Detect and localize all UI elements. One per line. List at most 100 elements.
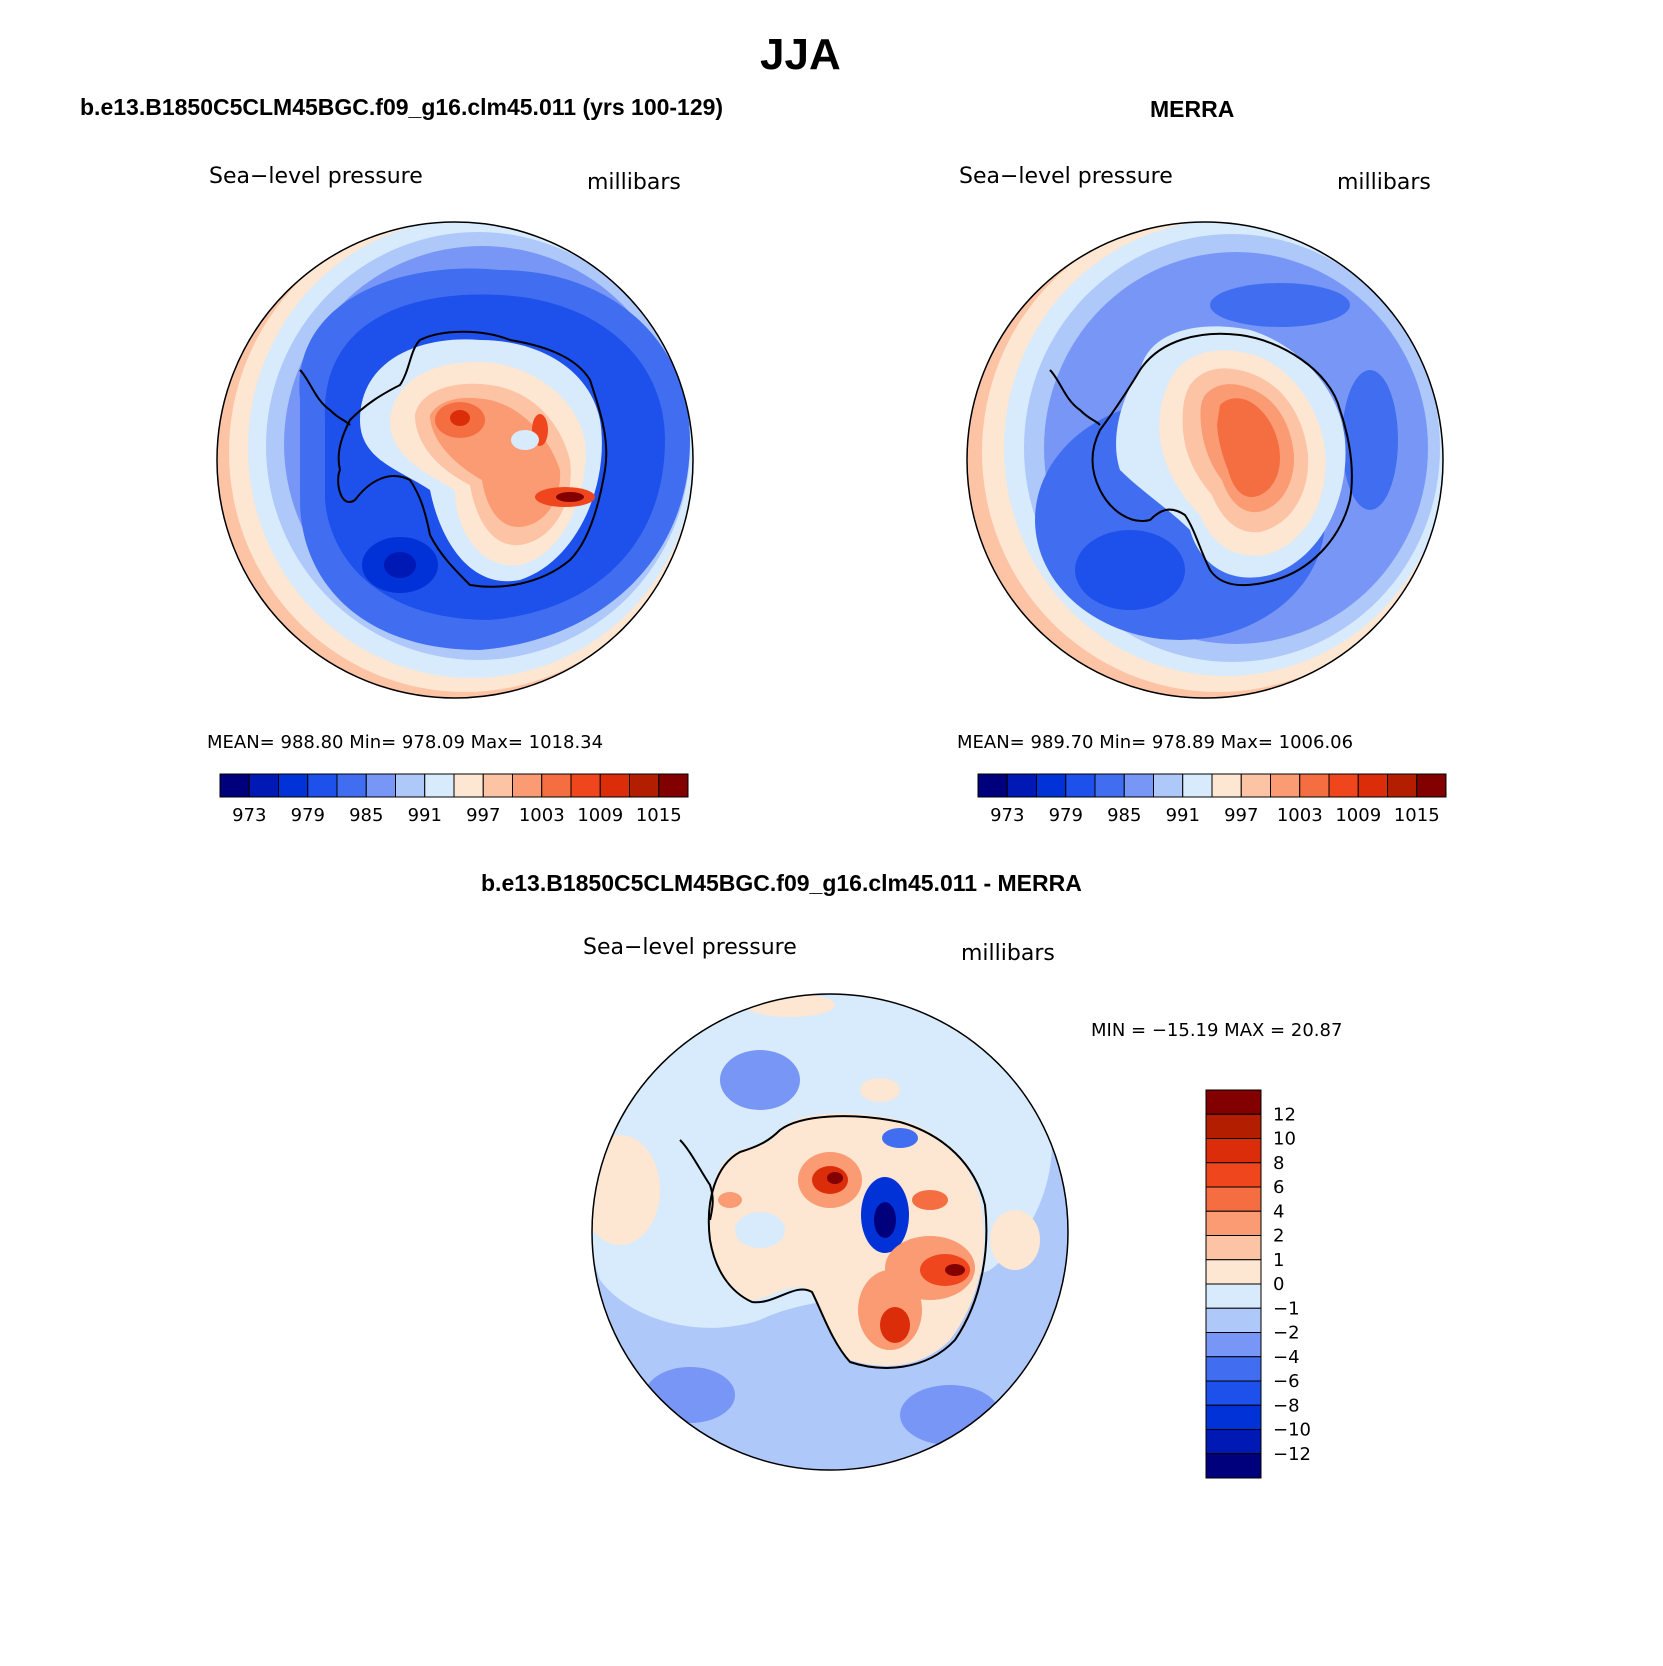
colorbar-swatch-merra: [1006, 773, 1037, 798]
colorbar-tick-label: 2: [1273, 1226, 1284, 1247]
colorbar-tick-label: 4: [1273, 1201, 1284, 1222]
units-label-model: millibars: [587, 170, 681, 195]
colorbar-tick-label: 1003: [519, 805, 565, 826]
colorbar-swatch-merra: [977, 773, 1008, 798]
units-label-merra: millibars: [1337, 170, 1431, 195]
variable-label-model: Sea−level pressure: [209, 164, 423, 189]
colorbar-tick-label: 0: [1273, 1274, 1284, 1295]
colorbar-swatch-diff: [1205, 1162, 1262, 1188]
colorbar-swatch-diff: [1205, 1453, 1262, 1479]
colorbar-tick-label: 1009: [577, 805, 623, 826]
colorbar-swatch-model: [658, 773, 689, 798]
colorbar-tick-label: 985: [349, 805, 383, 826]
colorbar-tick-label: 1015: [1394, 805, 1440, 826]
colorbar-swatch-model: [570, 773, 601, 798]
colorbar-swatch-merra: [1036, 773, 1067, 798]
colorbar-tick-label: −4: [1273, 1347, 1300, 1368]
stats-diff: MIN = −15.19 MAX = 20.87: [1091, 1020, 1343, 1041]
colorbar-swatch-diff: [1205, 1356, 1262, 1382]
units-label-diff: millibars: [961, 941, 1055, 966]
colorbar-tick-label: 979: [1049, 805, 1083, 826]
colorbar-swatch-model: [248, 773, 279, 798]
colorbar-swatch-model: [278, 773, 309, 798]
colorbar-swatch-merra: [1182, 773, 1213, 798]
colorbar-model: 973 979 985 991 997 1003 1009 1015: [219, 773, 689, 826]
map-model: [217, 222, 693, 698]
colorbar-swatch-diff: [1205, 1113, 1262, 1139]
colorbar-tick-label: 1015: [636, 805, 682, 826]
colorbar-tick-label: −10: [1273, 1420, 1311, 1441]
map-outline-diff: [591, 993, 1069, 1471]
colorbar-tick-label: −6: [1273, 1371, 1300, 1392]
colorbar-swatch-merra: [1240, 773, 1271, 798]
colorbar-swatch-merra: [1211, 773, 1242, 798]
colorbar-tick-label: 979: [291, 805, 325, 826]
map-diff: [592, 994, 1068, 1470]
map-merra: [967, 222, 1443, 698]
colorbar-swatch-merra: [1065, 773, 1096, 798]
map-outline-model: [216, 221, 694, 699]
colorbar-swatch-merra: [1357, 773, 1388, 798]
colorbar-swatch-diff: [1205, 1332, 1262, 1358]
colorbar-swatch-diff: [1205, 1235, 1262, 1261]
colorbar-swatch-model: [453, 773, 484, 798]
panel-title-model: b.e13.B1850C5CLM45BGC.f09_g16.clm45.011 …: [80, 94, 724, 120]
colorbar-swatch-diff: [1205, 1089, 1262, 1115]
colorbar-swatch-model: [365, 773, 396, 798]
colorbar-swatch-model: [541, 773, 572, 798]
colorbar-swatch-model: [599, 773, 630, 798]
stats-model: MEAN= 988.80 Min= 978.09 Max= 1018.34: [207, 732, 604, 753]
colorbar-tick-label: 1003: [1277, 805, 1323, 826]
colorbar-tick-label: −12: [1273, 1444, 1311, 1465]
colorbar-tick-label: 985: [1107, 805, 1141, 826]
colorbar-tick-label: −1: [1273, 1298, 1300, 1319]
colorbar-swatch-diff: [1205, 1380, 1262, 1406]
colorbar-tick-label: 12: [1273, 1104, 1296, 1125]
colorbar-swatch-model: [512, 773, 543, 798]
map-outline-merra: [966, 221, 1444, 699]
colorbar-swatch-diff: [1205, 1283, 1262, 1309]
colorbar-swatch-merra: [1123, 773, 1154, 798]
colorbar-tick-label: 997: [1224, 805, 1258, 826]
colorbar-swatch-diff: [1205, 1307, 1262, 1333]
colorbar-swatch-merra: [1387, 773, 1418, 798]
colorbar-swatch-diff: [1205, 1210, 1262, 1236]
colorbar-tick-label: 6: [1273, 1177, 1284, 1198]
colorbar-tick-label: 1: [1273, 1250, 1284, 1271]
colorbar-swatch-model: [219, 773, 250, 798]
colorbar-swatch-merra: [1270, 773, 1301, 798]
colorbar-merra: 973 979 985 991 997 1003 1009 1015: [977, 773, 1447, 826]
colorbar-swatch-merra: [1416, 773, 1447, 798]
colorbar-swatch-model: [395, 773, 426, 798]
colorbar-swatch-merra: [1153, 773, 1184, 798]
colorbar-swatch-merra: [1328, 773, 1359, 798]
colorbar-tick-label: 8: [1273, 1153, 1284, 1174]
colorbar-swatch-model: [336, 773, 367, 798]
colorbar-tick-label: −8: [1273, 1395, 1300, 1416]
colorbar-tick-label: 991: [1166, 805, 1200, 826]
colorbar-swatch-diff: [1205, 1429, 1262, 1455]
colorbar-swatch-merra: [1094, 773, 1125, 798]
variable-label-diff: Sea−level pressure: [583, 935, 797, 960]
variable-label-merra: Sea−level pressure: [959, 164, 1173, 189]
panel-title-diff: b.e13.B1850C5CLM45BGC.f09_g16.clm45.011 …: [481, 870, 1082, 896]
colorbar-tick-label: 10: [1273, 1129, 1296, 1150]
colorbar-swatch-diff: [1205, 1404, 1262, 1430]
colorbar-tick-label: 973: [990, 805, 1024, 826]
colorbar-tick-label: 997: [466, 805, 500, 826]
panel-title-merra: MERRA: [1150, 96, 1235, 122]
stats-merra: MEAN= 989.70 Min= 978.89 Max= 1006.06: [957, 732, 1354, 753]
colorbar-tick-label: 991: [408, 805, 442, 826]
colorbar-tick-label: −2: [1273, 1323, 1300, 1344]
colorbar-tick-label: 973: [232, 805, 266, 826]
colorbar-swatch-model: [424, 773, 455, 798]
colorbar-swatch-diff: [1205, 1259, 1262, 1285]
colorbar-tick-label: 1009: [1335, 805, 1381, 826]
colorbar-swatch-diff: [1205, 1186, 1262, 1212]
colorbar-swatch-merra: [1299, 773, 1330, 798]
figure-title: JJA: [760, 30, 841, 79]
colorbar-swatch-model: [307, 773, 338, 798]
colorbar-swatch-model: [629, 773, 660, 798]
